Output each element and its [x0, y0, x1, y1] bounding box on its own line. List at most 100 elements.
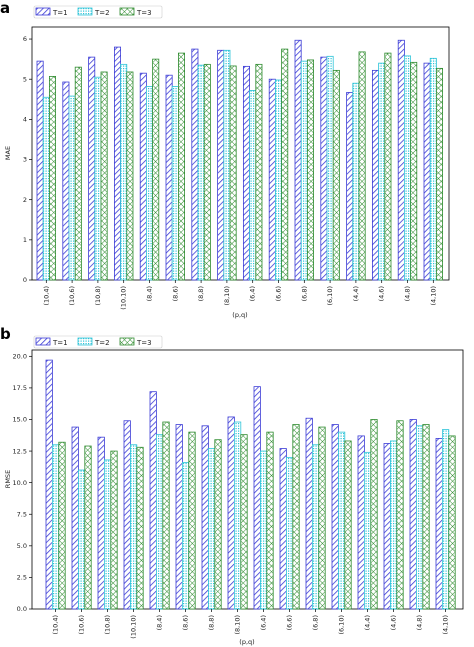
bar-T1-410 [435, 438, 443, 610]
legend-swatch-T2 [77, 7, 93, 16]
y-tick-label: 5 [23, 75, 27, 83]
x-tick-label: (4,4) [352, 286, 360, 301]
x-tick-label: (10,8) [94, 286, 102, 306]
y-tick-label: 10.0 [13, 479, 27, 487]
x-tick-label: (8,10) [234, 615, 242, 635]
bar-T3-88 [203, 63, 211, 281]
bar-T2-810 [233, 421, 242, 610]
bar-T2-48 [415, 425, 424, 610]
x-tick-label: (6,8) [312, 615, 320, 630]
x-tick-label: (6,4) [249, 286, 257, 301]
x-tick-label: (10,6) [78, 615, 86, 635]
bar-T3-410 [435, 67, 443, 281]
x-tick-label: (10,6) [68, 286, 76, 306]
bar-T1-66 [279, 448, 287, 610]
y-tick-label: 2 [23, 196, 27, 204]
legend-label-T2: T=2 [94, 339, 110, 347]
panel-b-x-axis-title: (p,q) [239, 638, 254, 646]
bar-T2-44 [363, 451, 372, 610]
bar-T2-86 [171, 86, 179, 281]
y-tick-label: 7.5 [17, 510, 27, 518]
bar-T3-64 [255, 63, 263, 281]
legend-swatch-T3 [119, 337, 135, 346]
y-tick-label: 0 [23, 276, 27, 284]
panel-b-y-axis: 0.0 2.5 5.0 7.5 10.0 12.5 15.0 17.5 20.0 [13, 353, 32, 613]
panel-a: a 0 1 2 3 4 5 6 (10,4) (10,6) (10,8) (10,10) (8,4)… [0, 0, 450, 319]
legend-swatch-T1 [35, 7, 51, 16]
x-tick-label: (10,4) [42, 286, 50, 306]
x-tick-label: (6,6) [286, 615, 294, 630]
bar-T1-68 [294, 39, 302, 281]
bar-T1-66 [268, 78, 276, 281]
panel-a-x-axis-title: (p,q) [232, 311, 247, 319]
bar-T3-1010 [136, 446, 144, 610]
bar-T2-106 [68, 95, 76, 281]
x-tick-label: (6,6) [275, 286, 283, 301]
panel-a-y-axis: 0 1 2 3 4 5 6 [23, 35, 32, 284]
panel-a-y-axis-title: MAE [4, 146, 12, 160]
bar-T1-86 [175, 424, 183, 610]
y-tick-label: 17.5 [13, 384, 27, 392]
bar-T1-104 [45, 359, 53, 610]
x-tick-label: (8,4) [146, 286, 154, 301]
bar-T1-1010 [114, 46, 122, 281]
bar-T1-48 [409, 419, 417, 610]
panel-a-label: a [0, 0, 10, 17]
bar-T2-1010 [120, 63, 128, 281]
x-tick-label: (4,6) [390, 615, 398, 630]
bar-T3-48 [422, 424, 430, 610]
bar-T1-410 [423, 62, 431, 281]
panel-b-y-axis-title: RMSE [4, 470, 12, 488]
bar-T1-86 [165, 74, 173, 281]
bar-T3-86 [177, 52, 185, 281]
bar-T3-106 [74, 66, 82, 281]
panel-b-label: b [0, 325, 11, 343]
bar-T2-104 [42, 96, 50, 281]
x-tick-label: (8,8) [197, 286, 205, 301]
bar-T3-410 [448, 435, 456, 610]
x-tick-label: (4,10) [442, 615, 450, 635]
x-tick-label: (4,8) [404, 286, 412, 301]
panel-a-plot-frame [31, 26, 450, 281]
bar-T3-108 [110, 450, 118, 610]
y-tick-label: 1 [23, 236, 27, 244]
bar-T3-106 [84, 445, 92, 610]
bar-T1-88 [201, 425, 209, 610]
x-tick-label: (10,4) [52, 615, 60, 635]
bar-T3-810 [229, 65, 237, 281]
bar-T2-86 [181, 462, 190, 610]
bar-T2-108 [94, 76, 102, 281]
bar-T2-106 [78, 469, 86, 610]
legend-swatch-T1 [35, 337, 51, 346]
bar-T3-68 [318, 426, 326, 610]
bar-T3-66 [292, 424, 300, 610]
bar-T1-810 [217, 49, 225, 281]
panel-a-x-axis: (10,4) (10,6) (10,8) (10,10) (8,4) (8,6) (8,8)… [42, 280, 437, 310]
x-tick-label: (6,8) [300, 286, 308, 301]
x-tick-label: (4,10) [429, 286, 437, 306]
bar-T2-46 [378, 62, 386, 281]
bar-T3-104 [58, 441, 66, 610]
bar-T2-46 [389, 440, 398, 610]
bar-T2-810 [223, 49, 231, 281]
x-tick-label: (4,6) [378, 286, 386, 301]
bar-T2-68 [300, 60, 308, 281]
bar-T1-88 [191, 48, 199, 281]
panel-b: b 0.0 2.5 5.0 7.5 10.0 12.5 15.0 17.5 20.0 (10,4… [0, 325, 464, 646]
x-tick-label: (10,8) [104, 615, 112, 635]
x-tick-label: (4,8) [416, 615, 424, 630]
panel-b-x-axis: (10,4) (10,6) (10,8) (10,10) (8,4) (8,6) (8,8)… [52, 609, 450, 639]
bar-T2-68 [311, 444, 320, 610]
bar-T3-46 [396, 420, 404, 610]
y-tick-label: 3 [23, 156, 27, 164]
y-tick-label: 20.0 [13, 353, 27, 361]
bar-T3-64 [266, 431, 274, 610]
y-tick-label: 2.5 [17, 574, 27, 582]
x-tick-label: (6,10) [338, 615, 346, 635]
x-tick-label: (8,10) [223, 286, 231, 306]
bar-T1-84 [139, 72, 147, 281]
x-tick-label: (8,6) [171, 286, 179, 301]
x-tick-label: (8,6) [182, 615, 190, 630]
bar-T2-44 [352, 82, 360, 281]
